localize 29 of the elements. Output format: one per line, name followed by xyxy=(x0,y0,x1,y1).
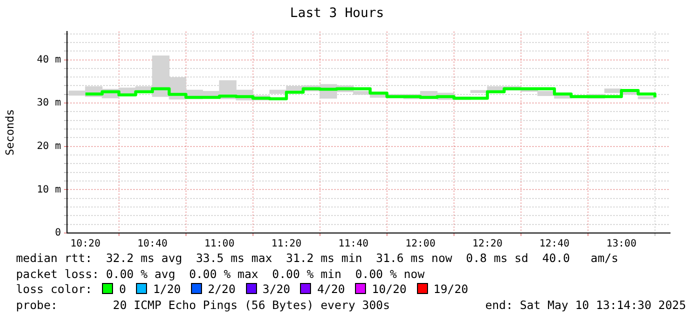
x-tick-label: 13:00 xyxy=(606,238,636,250)
x-tick-label: 10:20 xyxy=(70,238,100,250)
legend-label: 2/20 xyxy=(208,282,236,296)
text: median rtt: 32.2 ms avg 33.5 ms max 31.2 ms min 31.6 ms now 0.8 ms sd 40.0 am/s xyxy=(16,251,620,266)
y-tick-label: 0 xyxy=(54,228,61,239)
y-tick-label: 20 m xyxy=(36,140,61,152)
chart-title: Last 3 Hours xyxy=(290,6,384,22)
y-tick-label: 40 m xyxy=(36,54,61,66)
legend-label: 3/20 xyxy=(262,282,290,296)
legend-label: 0 xyxy=(119,282,126,296)
x-tick-label: 12:20 xyxy=(472,238,502,250)
x-tick-label: 10:40 xyxy=(137,238,168,250)
x-tick-label: 11:20 xyxy=(271,238,302,250)
x-tick-label: 11:40 xyxy=(338,238,368,250)
legend-label: 1/20 xyxy=(153,282,181,296)
text: probe: 20 ICMP Echo Pings (56 Bytes) every 300s xyxy=(16,298,390,312)
legend-label: 19/20 xyxy=(434,282,468,296)
text: end: Sat May 10 13:14:30 2025 xyxy=(485,298,686,313)
bar xyxy=(638,96,656,100)
legend-label: 10/20 xyxy=(372,282,407,296)
y-axis-title: Seconds xyxy=(3,109,16,156)
text: packet loss: 0.00 % avg 0.00 % max 0.00 % min 0.00 % now xyxy=(16,266,426,282)
x-tick-label: 12:40 xyxy=(539,238,570,250)
x-tick-label: 12:00 xyxy=(405,238,436,250)
x-tick-label: 11:00 xyxy=(204,238,234,250)
y-tick-label: 30 m xyxy=(36,98,61,109)
y-tick-label: 10 m xyxy=(36,184,61,196)
legend-title: loss color: xyxy=(16,282,92,296)
legend-label: 4/20 xyxy=(317,282,345,296)
